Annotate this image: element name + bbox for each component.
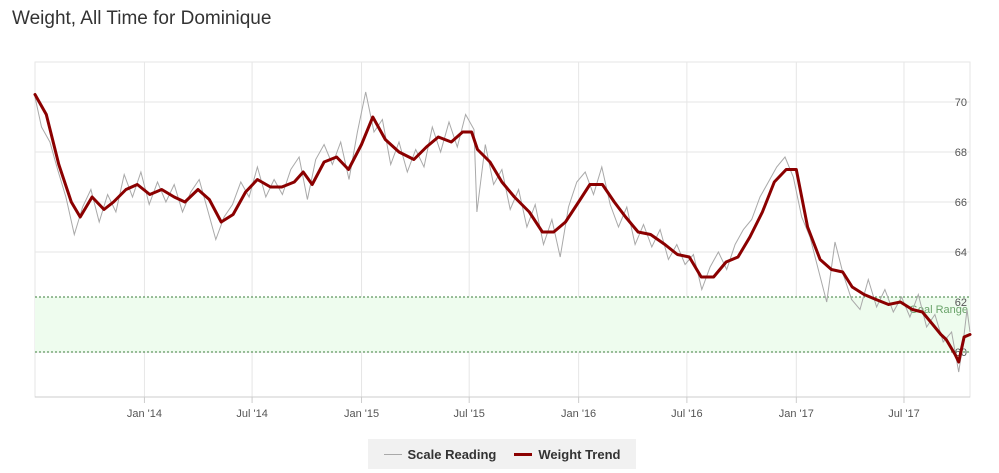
legend-label-weight-trend: Weight Trend (538, 446, 621, 462)
x-tick-label: Jan '17 (779, 408, 814, 420)
x-tick-label: Jan '16 (561, 408, 596, 420)
y-tick-label: 68 (955, 147, 967, 159)
x-axis: Jan '14 Jul '14 Jan '15 Jul '15 Jan '16 Jul '… (35, 396, 970, 420)
y-tick-label: 70 (955, 97, 967, 109)
legend-label-scale-reading: Scale Reading (407, 446, 497, 462)
weight-trend-swatch-icon (514, 452, 533, 456)
x-tick-label: Jan '14 (127, 408, 162, 420)
y-tick-label: 66 (955, 197, 967, 209)
goal-range-band (35, 297, 970, 352)
scale-reading-line (34, 91, 971, 373)
legend-item-scale-reading[interactable]: Scale Reading (383, 446, 497, 462)
x-tick-label: Jul '16 (671, 408, 702, 420)
y-tick-label: 64 (955, 247, 967, 259)
y-tick-label: 62 (955, 297, 967, 309)
chart-legend: Scale Reading Weight Trend (368, 439, 636, 469)
x-tick-label: Jul '15 (453, 408, 484, 420)
weight-trend-line (33, 93, 972, 364)
scale-reading-swatch-icon (383, 453, 402, 455)
x-tick-label: Jul '17 (888, 408, 919, 420)
page-title: Weight, All Time for Dominique (12, 8, 272, 29)
x-tick-label: Jan '15 (344, 408, 379, 420)
legend-item-weight-trend[interactable]: Weight Trend (514, 447, 620, 462)
x-tick-label: Jul '14 (236, 408, 267, 420)
